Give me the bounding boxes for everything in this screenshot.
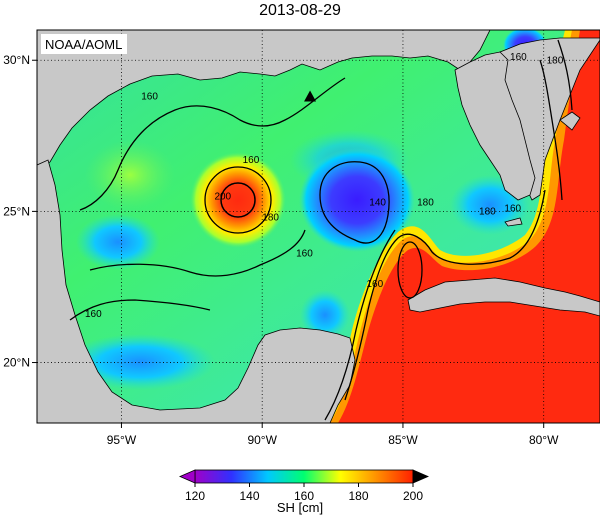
colorbar: 120 140 160 180 200 bbox=[178, 469, 430, 503]
contour-label: 180 bbox=[417, 197, 434, 208]
map-field bbox=[37, 30, 600, 423]
lat-tick-label: 25°N bbox=[3, 204, 30, 218]
axis-ticks: 95°W 90°W 85°W 80°W 30°N 25°N 20°N bbox=[3, 53, 559, 447]
contour-line bbox=[220, 182, 256, 218]
contour-label: 160 bbox=[141, 92, 158, 103]
contour-label: 160 bbox=[296, 249, 313, 260]
contour-label: 160 bbox=[504, 203, 521, 214]
colorbar-gradient bbox=[194, 469, 414, 484]
central-low-patch bbox=[300, 290, 350, 340]
contour-label: 200 bbox=[214, 191, 231, 202]
contour-label: 160 bbox=[366, 279, 383, 290]
contour-line bbox=[79, 77, 346, 211]
bahamas-land bbox=[559, 111, 581, 131]
credit-box bbox=[41, 34, 127, 54]
colorbar-tick-label: 160 bbox=[294, 489, 314, 503]
colorbar-min-arrow-icon bbox=[178, 469, 196, 484]
lon-tick-label: 95°W bbox=[107, 433, 137, 447]
contour-line bbox=[89, 229, 306, 277]
land bbox=[37, 30, 600, 423]
station-marker-icon bbox=[304, 90, 317, 102]
contour-labels: 160 160 200 180 160 160 140 160 180 160 180 160 180 bbox=[85, 52, 564, 320]
lon-tick-label: 90°W bbox=[247, 433, 277, 447]
colorbar-tick-label: 140 bbox=[239, 489, 259, 503]
contour-label: 180 bbox=[479, 206, 496, 217]
contour-label: 180 bbox=[262, 212, 279, 223]
map-frame bbox=[36, 29, 600, 424]
colorbar-tick-label: 180 bbox=[348, 489, 368, 503]
west-high-patch bbox=[85, 140, 175, 210]
contour-line bbox=[204, 166, 272, 234]
mexico-land bbox=[37, 159, 356, 423]
colorbar-label: SH [cm] bbox=[276, 500, 324, 515]
florida-land bbox=[454, 51, 536, 201]
contour-label: 160 bbox=[243, 155, 260, 166]
contour-line bbox=[324, 229, 396, 421]
contour-label: 140 bbox=[369, 197, 386, 208]
warm-current-red bbox=[338, 30, 600, 423]
lon-tick-label: 85°W bbox=[388, 433, 418, 447]
lat-tick-label: 20°N bbox=[3, 356, 30, 370]
contour-label: 160 bbox=[85, 309, 102, 320]
contour-label: 180 bbox=[547, 55, 564, 66]
colorbar-tick-label: 120 bbox=[185, 489, 205, 503]
cold-eddy bbox=[299, 148, 415, 252]
contour-line bbox=[397, 241, 423, 299]
colorbar-max-arrow-icon bbox=[412, 469, 430, 484]
colorbar-tick-label: 200 bbox=[403, 489, 423, 503]
gridlines bbox=[37, 30, 600, 423]
contour-label: 160 bbox=[510, 52, 527, 63]
lon-tick-label: 80°W bbox=[529, 433, 559, 447]
map-title: 2013-08-29 bbox=[259, 2, 341, 19]
contour-line bbox=[69, 299, 211, 321]
contour-line bbox=[319, 161, 390, 244]
west-low-patch bbox=[76, 214, 160, 270]
contour-line bbox=[557, 39, 573, 111]
credit-label: NOAA/AOML bbox=[45, 37, 122, 52]
warm-eddy bbox=[190, 152, 286, 248]
cuba-land bbox=[407, 277, 600, 317]
southwest-low-patch bbox=[65, 334, 215, 390]
keys-land bbox=[504, 217, 523, 227]
contour-line bbox=[344, 189, 546, 401]
contour-lines bbox=[69, 39, 573, 421]
contour-line bbox=[539, 59, 563, 201]
lat-tick-label: 30°N bbox=[3, 53, 30, 67]
